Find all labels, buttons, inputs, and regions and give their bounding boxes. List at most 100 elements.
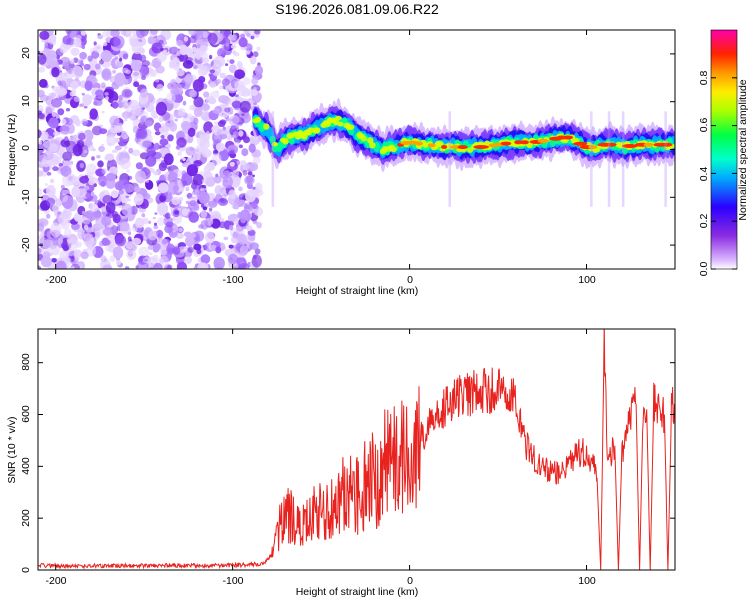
spectrogram-layer <box>38 30 675 269</box>
noise-blob <box>153 142 160 150</box>
noise-blob <box>230 125 236 130</box>
noise-blob <box>117 179 129 190</box>
noise-blob <box>250 35 255 40</box>
noise-blob <box>38 170 43 177</box>
noise-blob <box>51 111 57 118</box>
noise-blob <box>228 189 236 199</box>
noise-blob <box>48 117 59 129</box>
y-tick-label-top-1: -10 <box>20 189 32 204</box>
noise-blob <box>239 100 251 113</box>
noise-blob <box>89 202 99 213</box>
noise-blob <box>93 41 97 46</box>
noise-blob <box>70 80 79 90</box>
noise-blob <box>102 227 113 236</box>
noise-blob <box>110 30 120 38</box>
noise-blob <box>149 30 159 35</box>
noise-blob <box>46 184 56 197</box>
noise-blob <box>73 212 82 222</box>
noise-blob <box>234 94 239 98</box>
noise-blob <box>73 37 82 48</box>
noise-blob <box>209 91 220 99</box>
x-tick-label-top-0: -200 <box>45 274 66 286</box>
noise-blob <box>88 194 98 202</box>
noise-blob <box>119 157 131 170</box>
noise-blob <box>124 69 132 75</box>
noise-blob <box>241 148 249 157</box>
noise-blob <box>154 222 157 226</box>
noise-blob <box>153 170 159 176</box>
noise-blob <box>62 35 72 45</box>
y-tick-label-bottom-1: 200 <box>20 509 32 527</box>
noise-blob <box>217 79 222 84</box>
noise-blob <box>51 258 57 263</box>
noise-blob <box>122 149 127 154</box>
noise-blob <box>101 216 112 226</box>
noise-blob <box>241 113 245 116</box>
noise-blob <box>251 201 257 209</box>
spectrogram-panel: -200 -100 0 100 -20 -10 0 10 20 Height o… <box>6 29 676 297</box>
noise-blob <box>92 247 96 250</box>
noise-blob <box>184 73 194 84</box>
signal-streak <box>271 111 275 207</box>
noise-blob <box>69 91 76 97</box>
noise-blob <box>197 66 208 77</box>
noise-blob <box>81 92 85 96</box>
noise-blob <box>80 251 89 260</box>
signal-band-blob <box>348 124 355 130</box>
noise-blob <box>99 59 104 65</box>
noise-blob <box>254 248 261 255</box>
noise-blob <box>202 31 208 38</box>
noise-blob <box>81 45 86 50</box>
noise-blob <box>153 114 159 119</box>
noise-blob <box>203 171 213 178</box>
noise-blob <box>246 202 250 205</box>
noise-blob <box>225 43 230 47</box>
noise-blob <box>248 143 256 153</box>
noise-blob <box>79 62 85 67</box>
noise-blob <box>141 60 150 67</box>
noise-blob <box>135 217 145 229</box>
noise-blob <box>198 191 210 205</box>
noise-blob <box>227 253 239 265</box>
noise-blob <box>94 200 101 206</box>
noise-blob <box>206 131 210 135</box>
noise-blob <box>83 63 91 71</box>
signal-core <box>573 141 588 146</box>
noise-blob <box>165 119 175 128</box>
noise-blob <box>110 190 119 199</box>
noise-blob <box>228 64 237 74</box>
noise-blob <box>242 77 251 85</box>
noise-blob <box>232 203 240 210</box>
noise-blob <box>232 116 240 125</box>
noise-blob <box>204 231 215 244</box>
noise-blob <box>184 256 192 264</box>
signal-band-blob <box>466 147 474 153</box>
noise-blob <box>181 208 189 217</box>
noise-blob <box>148 70 158 78</box>
noise-blob <box>246 225 253 232</box>
noise-blob <box>158 158 162 162</box>
noise-blob <box>252 186 256 190</box>
noise-blob <box>208 54 213 60</box>
noise-blob <box>214 150 218 154</box>
noise-blob <box>101 110 105 114</box>
noise-blob <box>104 92 109 96</box>
noise-blob <box>50 92 57 99</box>
noise-blob <box>245 50 251 55</box>
noise-blob <box>183 36 189 42</box>
signal-core <box>427 143 436 148</box>
x-tick-label-top-1: -100 <box>222 274 243 286</box>
noise-blob <box>200 219 209 230</box>
noise-blob <box>142 257 149 264</box>
noise-blob <box>136 30 145 39</box>
noise-blob <box>82 94 92 106</box>
noise-blob <box>154 131 161 136</box>
snr-ticks <box>38 329 675 571</box>
noise-blob <box>179 186 185 192</box>
snr-layer <box>38 329 675 570</box>
noise-blob <box>46 197 56 207</box>
y-tick-label-bottom-2: 400 <box>20 457 32 475</box>
noise-blob <box>121 111 132 119</box>
signal-band-blob <box>369 142 376 149</box>
noise-blob <box>192 173 204 186</box>
